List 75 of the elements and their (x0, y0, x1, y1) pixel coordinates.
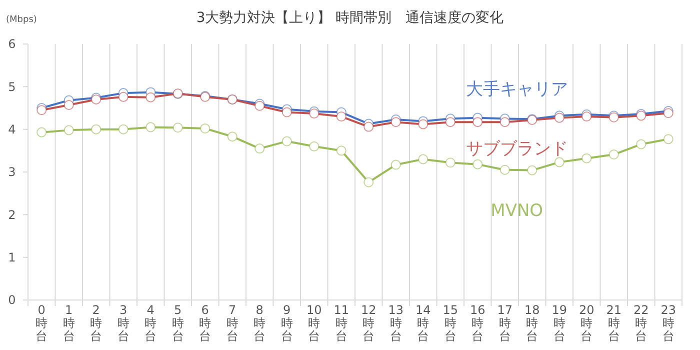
point (418, 154, 428, 164)
point (390, 160, 401, 170)
point (146, 92, 156, 102)
x-tick-label: 13時台 (388, 303, 404, 343)
x-tick-label: 9時台 (280, 303, 293, 343)
x-tick-label: 1時台 (62, 303, 75, 343)
x-tick-label: 20時台 (578, 303, 594, 343)
point (172, 122, 183, 133)
x-tick-label: 18時台 (524, 303, 540, 343)
x-tick-label: 8時台 (254, 303, 266, 343)
x-tick-label: 17時台 (497, 303, 513, 343)
point (36, 127, 47, 138)
point (36, 105, 47, 116)
point (309, 108, 320, 119)
point (64, 100, 74, 110)
point (472, 117, 483, 128)
point (118, 124, 128, 134)
point (336, 146, 346, 156)
point (282, 107, 292, 118)
point (200, 123, 210, 134)
series-label: MVNO (490, 200, 544, 221)
point (227, 132, 238, 142)
y-axis-title: (Mbps) (6, 15, 37, 25)
x-tick-label: 0時台 (36, 303, 48, 343)
point (500, 117, 510, 128)
x-tick-label: 5時台 (172, 303, 184, 343)
point (309, 141, 320, 152)
point (364, 122, 374, 132)
x-tick-label: 16時台 (470, 303, 486, 343)
y-tick-label: 5 (8, 80, 16, 94)
point (554, 157, 564, 168)
y-tick-label: 0 (8, 293, 16, 308)
point (445, 117, 456, 128)
x-tick-label: 11時台 (334, 303, 350, 343)
x-tick-label: 22時台 (633, 303, 649, 343)
y-tick-label: 4 (8, 122, 16, 137)
point (118, 92, 128, 102)
point (282, 136, 292, 146)
x-tick-label: 10時台 (306, 303, 322, 343)
point (582, 153, 592, 164)
point (364, 177, 374, 188)
x-tick-label: 15時台 (442, 303, 458, 343)
point (390, 117, 401, 128)
point (418, 119, 428, 130)
x-tick-label: 4時台 (144, 303, 157, 343)
y-tick-label: 2 (8, 208, 16, 222)
x-tick-label: 12時台 (360, 303, 376, 343)
x-tick-label: 3時台 (117, 303, 130, 343)
x-tick-label: 19時台 (552, 303, 568, 343)
chart-title: 3大勢力対決【上り】 時間帯別 通信速度の変化 (196, 10, 504, 26)
point (336, 112, 346, 122)
x-tick-label: 6時台 (199, 303, 212, 343)
point (500, 164, 510, 175)
point (663, 134, 674, 144)
point (527, 165, 538, 176)
x-tick-label: 7時台 (226, 303, 238, 343)
y-tick-label: 6 (8, 37, 16, 52)
x-tick-label: 23時台 (660, 303, 676, 343)
point (254, 144, 265, 154)
point (582, 112, 592, 122)
x-tick-label: 2時台 (90, 303, 102, 343)
x-tick-label: 14時台 (415, 303, 431, 343)
point (472, 159, 483, 170)
point (64, 125, 74, 136)
point (91, 124, 102, 134)
y-tick-label: 3 (8, 165, 16, 180)
series-label: 大手キャリア (466, 80, 568, 100)
point (608, 150, 619, 160)
x-tick-label: 21時台 (606, 303, 622, 343)
point (445, 158, 456, 168)
point (636, 139, 646, 150)
series-label: サブブランド (466, 139, 568, 160)
point (663, 108, 674, 118)
y-tick-label: 1 (8, 250, 16, 265)
point (146, 122, 156, 132)
